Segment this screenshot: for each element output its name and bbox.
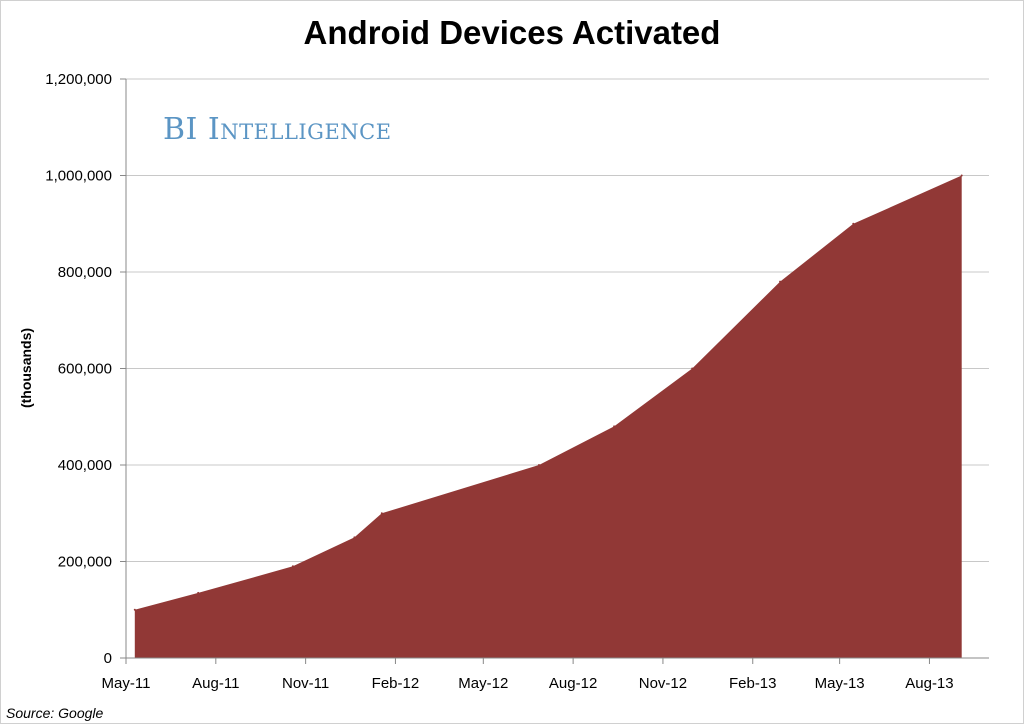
source-note: Source: Google (6, 705, 104, 721)
data-point (353, 536, 356, 539)
x-tick-label: May-13 (815, 675, 865, 692)
data-point (691, 367, 694, 370)
data-point (380, 512, 383, 515)
data-point (613, 425, 616, 428)
y-axis-label: (thousands) (18, 327, 34, 409)
y-tick-label: 800,000 (58, 264, 112, 281)
data-point (538, 464, 540, 466)
x-tick-label: Nov-11 (282, 675, 329, 692)
brand-watermark: BI Intelligence (163, 112, 392, 147)
x-tick-label: Aug-13 (905, 675, 953, 692)
data-point (133, 608, 136, 611)
x-tick-label: Aug-12 (549, 675, 597, 692)
data-point (852, 222, 855, 225)
data-point (291, 565, 294, 568)
y-tick-label: 400,000 (58, 457, 112, 474)
x-tick-label: Feb-12 (372, 675, 420, 692)
x-tick-label: Aug-11 (192, 675, 239, 692)
y-tick-label: 0 (104, 650, 112, 667)
y-tick-label: 200,000 (58, 554, 112, 571)
data-point (197, 591, 200, 594)
x-tick-label: May-11 (102, 675, 151, 692)
x-tick-label: Feb-13 (729, 675, 777, 692)
data-point (960, 174, 963, 177)
x-tick-label: Nov-12 (639, 675, 687, 692)
x-tick-label: May-12 (458, 675, 508, 692)
y-tick-label: 1,000,000 (45, 168, 112, 185)
y-tick-label: 1,200,000 (45, 71, 112, 88)
area-series (134, 175, 962, 658)
chart-title: Android Devices Activated (303, 14, 721, 51)
data-point (779, 280, 782, 283)
y-tick-label: 600,000 (58, 361, 112, 378)
